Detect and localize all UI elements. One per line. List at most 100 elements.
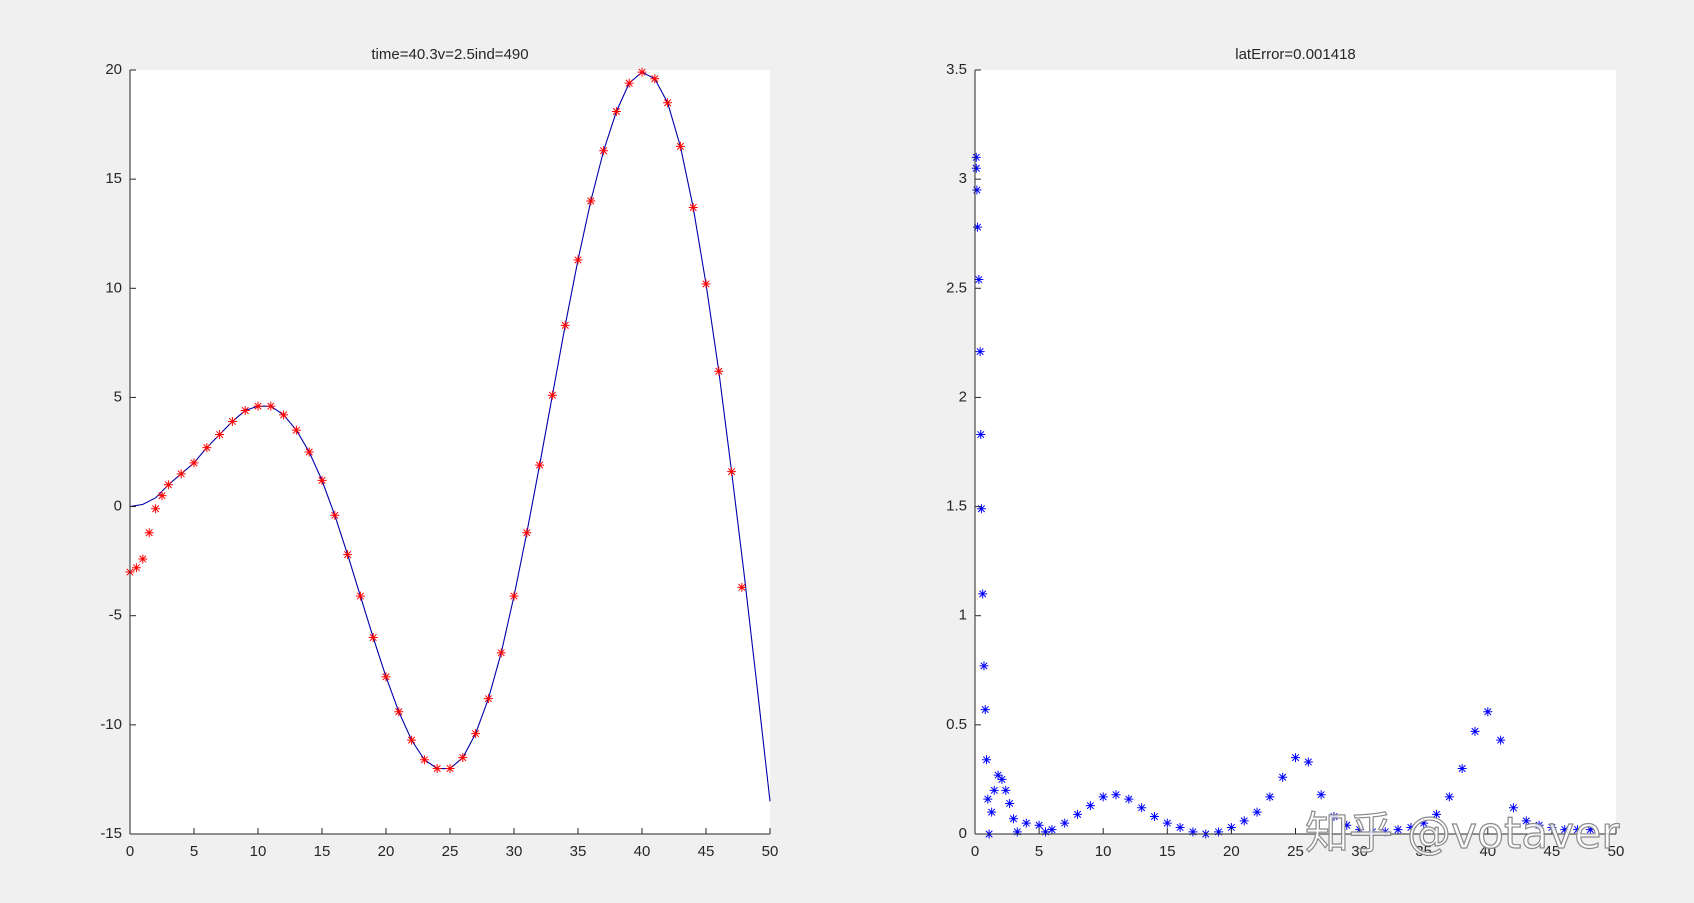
star-marker	[176, 469, 186, 479]
star-marker	[980, 705, 990, 715]
x-tick-label: 25	[1287, 843, 1304, 860]
y-tick-label: 2.5	[946, 279, 967, 296]
star-marker	[445, 764, 455, 774]
star-marker	[1047, 825, 1057, 835]
star-marker	[1137, 803, 1147, 813]
star-marker	[573, 255, 583, 265]
axes: latError=0.001418 0 5 10 15 20 25 30 35 40 45 50 0 0.…	[946, 46, 1624, 860]
star-marker	[157, 491, 167, 501]
y-tick-label: -10	[100, 716, 122, 733]
star-marker	[496, 648, 506, 658]
star-marker	[355, 591, 365, 601]
star-marker	[304, 447, 314, 457]
x-tick-label: 35	[1415, 843, 1432, 860]
star-marker	[1393, 825, 1403, 835]
star-marker	[979, 661, 989, 671]
x-tick-label: 25	[442, 843, 459, 860]
star-marker	[974, 275, 984, 285]
star-marker	[1291, 753, 1300, 763]
star-marker	[407, 735, 417, 745]
star-marker	[1380, 827, 1390, 837]
y-tick-label: 0	[114, 498, 122, 515]
star-marker	[1303, 757, 1313, 767]
y-tick-label: 0.5	[946, 716, 967, 733]
star-marker	[586, 196, 596, 206]
star-marker	[1444, 792, 1454, 802]
star-marker	[675, 141, 685, 151]
y-tick-label: 1.5	[946, 498, 967, 515]
star-marker	[163, 480, 173, 490]
star-marker	[975, 347, 985, 357]
y-tick-label: 0	[959, 825, 967, 842]
star-marker	[202, 443, 212, 453]
x-tick-label: 0	[971, 843, 979, 860]
star-marker	[522, 528, 532, 538]
star-marker	[1073, 809, 1083, 819]
star-marker	[1265, 792, 1275, 802]
star-marker	[1329, 812, 1339, 822]
star-marker	[1098, 792, 1108, 802]
star-marker	[1432, 809, 1442, 819]
star-marker	[1021, 818, 1031, 828]
star-marker	[1005, 798, 1015, 808]
star-marker	[976, 430, 986, 440]
star-marker	[368, 633, 378, 643]
x-tick-label: 50	[762, 843, 779, 860]
star-marker	[1585, 825, 1595, 835]
x-tick-label: 15	[1159, 843, 1176, 860]
x-tick-label: 30	[506, 843, 523, 860]
star-marker	[1034, 820, 1044, 830]
star-marker	[151, 504, 161, 514]
star-marker	[1470, 726, 1480, 736]
x-tick-label: 20	[1223, 843, 1240, 860]
star-marker	[266, 401, 276, 411]
star-marker	[599, 146, 609, 156]
star-marker	[973, 222, 983, 232]
axes: time=40.3v=2.5ind=490 0 5 10 15 20 25 30 35 40 45 5…	[100, 46, 778, 860]
star-marker	[1508, 803, 1518, 813]
y-tick-label: 3.5	[946, 61, 967, 78]
chart-title: latError=0.001418	[1235, 46, 1356, 63]
star-marker	[1406, 822, 1416, 832]
star-marker	[997, 774, 1007, 784]
x-tick-label: 45	[698, 843, 715, 860]
x-tick-label: 20	[378, 843, 395, 860]
star-marker	[215, 430, 225, 440]
star-marker	[189, 458, 199, 468]
star-marker	[1457, 764, 1467, 774]
x-tick-label: 40	[634, 843, 651, 860]
x-tick-label: 45	[1544, 843, 1561, 860]
watermark: 知乎 @votaver	[1305, 808, 1620, 859]
star-marker	[1316, 790, 1326, 800]
y-tick-label: 10	[105, 279, 122, 296]
star-marker	[1547, 822, 1557, 832]
star-marker	[138, 554, 148, 564]
star-marker	[343, 550, 353, 560]
star-marker	[1342, 820, 1352, 830]
star-marker	[714, 366, 724, 376]
star-marker	[982, 755, 992, 765]
star-marker	[971, 163, 981, 173]
star-marker	[483, 694, 493, 704]
y-tick-label: 15	[105, 170, 122, 187]
star-marker	[227, 416, 237, 426]
star-marker	[317, 475, 327, 485]
star-marker	[1012, 827, 1022, 837]
star-marker	[978, 589, 988, 599]
x-tick-label: 10	[250, 843, 267, 860]
star-marker	[650, 74, 660, 84]
star-marker	[972, 185, 982, 195]
star-marker	[637, 67, 647, 77]
star-marker	[1008, 814, 1018, 824]
star-marker	[381, 672, 391, 682]
star-marker	[611, 106, 621, 116]
star-marker	[144, 528, 154, 538]
star-marker	[535, 460, 545, 470]
star-marker	[1111, 790, 1121, 800]
star-marker	[737, 582, 747, 592]
y-tick-label: -5	[109, 607, 122, 624]
star-marker	[330, 510, 340, 520]
star-marker	[971, 152, 981, 162]
star-marker	[1496, 735, 1506, 745]
